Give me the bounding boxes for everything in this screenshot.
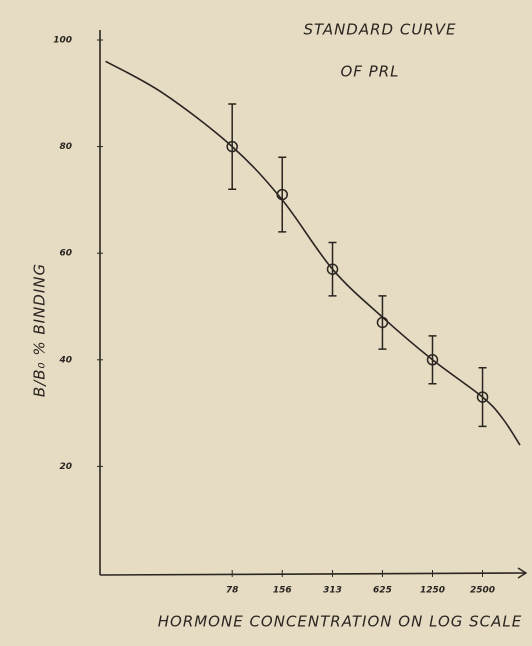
chart-title: STANDARD CURVE <box>304 21 457 39</box>
x-axis <box>99 572 526 576</box>
data-point <box>326 263 339 275</box>
x-tick-label: 78 <box>226 586 239 596</box>
x-tick-label: 313 <box>323 586 342 596</box>
data-point <box>476 391 489 403</box>
y-tick-label: 40 <box>58 355 72 365</box>
y-tick-label: 60 <box>59 249 72 259</box>
x-axis-label: HORMONE CONCENTRATION ON LOG SCALE <box>158 613 523 631</box>
x-tick-label: 2500 <box>470 586 495 596</box>
chart-title: OF PRL <box>340 63 399 81</box>
x-tick-label: 156 <box>273 586 292 596</box>
y-tick-label: 20 <box>59 462 72 472</box>
data-point <box>226 140 238 153</box>
y-axis-label: B/B₀ % BINDING <box>31 263 49 397</box>
x-tick-label: 1250 <box>420 586 445 596</box>
x-tick-label: 625 <box>373 586 392 596</box>
error-bar <box>378 295 387 350</box>
curve <box>105 60 521 446</box>
y-tick-label: 100 <box>53 36 72 46</box>
y-tick-label: 80 <box>59 142 72 152</box>
data-point <box>426 354 439 366</box>
axis-arrow <box>517 567 528 579</box>
error-bar <box>278 156 287 233</box>
